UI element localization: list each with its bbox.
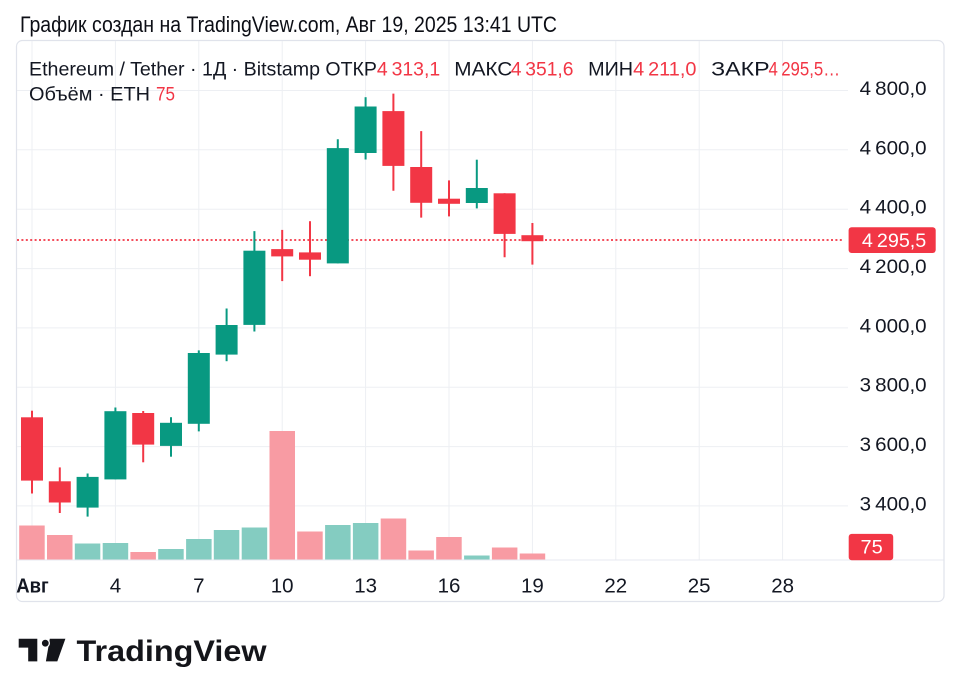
svg-text:ЗАКР: ЗАКР <box>711 60 770 81</box>
svg-text:19: 19 <box>521 575 544 598</box>
svg-text:3 600,0: 3 600,0 <box>860 435 927 456</box>
svg-text:Ethereum / Tether · 1Д · Bitst: Ethereum / Tether · 1Д · Bitstamp <box>29 60 320 81</box>
svg-text:4 295,5…: 4 295,5… <box>769 60 841 81</box>
svg-text:22: 22 <box>604 575 627 598</box>
svg-text:Объём · ETH: Объём · ETH <box>29 85 150 106</box>
svg-text:4 400,0: 4 400,0 <box>860 198 927 219</box>
svg-text:75: 75 <box>156 85 175 106</box>
svg-text:4 600,0: 4 600,0 <box>860 138 927 159</box>
svg-text:МИН: МИН <box>588 60 633 81</box>
svg-text:4 800,0: 4 800,0 <box>860 79 927 100</box>
svg-text:TradingView: TradingView <box>77 635 268 668</box>
svg-text:10: 10 <box>271 575 294 598</box>
svg-text:16: 16 <box>438 575 461 598</box>
svg-text:28: 28 <box>771 575 794 598</box>
svg-text:4 295,5: 4 295,5 <box>862 231 926 252</box>
svg-text:4 211,0: 4 211,0 <box>633 60 696 81</box>
svg-text:75: 75 <box>861 538 883 559</box>
svg-text:График создан на TradingView.c: График создан на TradingView.com, Авг 19… <box>20 12 557 37</box>
svg-text:13: 13 <box>354 575 377 598</box>
svg-text:3 400,0: 3 400,0 <box>860 494 927 515</box>
svg-text:Авг: Авг <box>16 575 49 598</box>
svg-text:7: 7 <box>193 575 204 598</box>
svg-text:4 313,1: 4 313,1 <box>377 60 440 81</box>
svg-text:4: 4 <box>110 575 121 598</box>
svg-text:4 000,0: 4 000,0 <box>860 316 927 337</box>
svg-text:4 200,0: 4 200,0 <box>860 257 927 278</box>
svg-text:25: 25 <box>688 575 711 598</box>
svg-text:МАКС: МАКС <box>454 60 512 81</box>
svg-text:4 351,6: 4 351,6 <box>511 60 574 81</box>
svg-text:3 800,0: 3 800,0 <box>860 376 927 397</box>
svg-text:ОТКР: ОТКР <box>325 60 377 81</box>
